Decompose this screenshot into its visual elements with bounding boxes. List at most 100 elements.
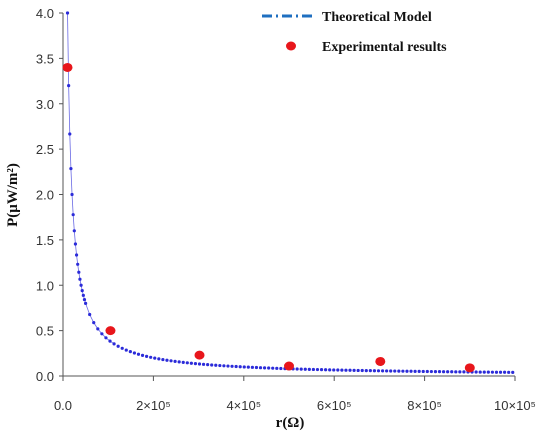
theoretical-point	[344, 368, 348, 372]
theoretical-point	[405, 369, 409, 373]
theoretical-point	[210, 363, 214, 367]
theoretical-point	[401, 369, 405, 373]
x-tick-label: 10×10⁵	[494, 398, 536, 413]
theoretical-point	[136, 352, 141, 356]
theoretical-point	[214, 363, 218, 367]
theoretical-point	[120, 346, 124, 350]
theoretical-point	[124, 348, 128, 352]
theoretical-point	[65, 11, 70, 15]
theoretical-point	[494, 370, 499, 374]
theoretical-point	[165, 358, 169, 362]
theoretical-point	[429, 369, 433, 374]
theoretical-point	[462, 370, 466, 374]
theoretical-point	[69, 166, 73, 171]
theoretical-point	[218, 363, 222, 368]
legend-theoretical-label: Theoretical Model	[322, 10, 432, 25]
theoretical-point	[128, 350, 132, 354]
legend-experimental-marker	[286, 41, 296, 51]
theoretical-point	[73, 242, 78, 246]
experimental-point	[284, 361, 294, 371]
theoretical-point	[267, 366, 271, 370]
theoretical-point	[140, 353, 145, 357]
theoretical-point	[197, 362, 202, 366]
x-axis-title: r(Ω)	[276, 415, 305, 431]
theoretical-point	[482, 370, 486, 374]
theoretical-point	[254, 365, 259, 370]
theoretical-point	[364, 368, 368, 373]
theoretical-point	[177, 360, 181, 364]
theoretical-point	[169, 359, 173, 363]
legend-experimental-label: Experimental results	[322, 40, 447, 55]
theoretical-point	[185, 361, 189, 365]
theoretical-point	[299, 367, 303, 371]
x-tick-label: 0.0	[54, 398, 72, 413]
theoretical-point	[153, 356, 157, 360]
theoretical-point	[437, 370, 442, 374]
theoretical-point	[193, 362, 198, 366]
theoretical-point	[279, 366, 283, 371]
theoretical-point	[262, 366, 267, 370]
theoretical-point	[315, 367, 320, 372]
theoretical-point	[77, 270, 81, 274]
theoretical-point	[421, 369, 425, 374]
theoretical-point	[112, 342, 116, 346]
theoretical-point	[80, 288, 84, 293]
theoretical-point	[385, 369, 389, 373]
theoretical-point	[67, 84, 71, 88]
y-tick-label: 0.0	[36, 369, 54, 384]
theoretical-point	[234, 364, 238, 369]
theoretical-point	[157, 357, 161, 361]
theoretical-point	[201, 362, 206, 366]
theoretical-point	[303, 367, 307, 371]
x-tick-label: 8×10⁵	[407, 398, 442, 413]
theoretical-point	[72, 229, 76, 233]
y-tick-label: 3.5	[36, 51, 54, 66]
theoretical-point	[189, 361, 193, 365]
theoretical-point	[409, 369, 413, 373]
y-tick-label: 1.0	[36, 278, 54, 293]
theoretical-point	[84, 301, 88, 305]
x-axis-ticks: 0.0 2×10⁵ 4×10⁵ 6×10⁵ 8×10⁵ 10×10⁵	[54, 376, 536, 413]
theoretical-point	[250, 365, 254, 369]
plot-area	[62, 13, 515, 377]
theoretical-point	[100, 332, 104, 336]
theoretical-point	[397, 369, 401, 373]
theoretical-series	[65, 11, 515, 374]
y-tick-label: 4.0	[36, 6, 54, 21]
theoretical-point	[356, 368, 360, 373]
y-tick-label: 0.5	[36, 324, 54, 339]
theoretical-point	[376, 369, 381, 373]
theoretical-point	[433, 369, 438, 374]
experimental-point	[464, 363, 475, 373]
theoretical-point	[352, 368, 356, 372]
x-tick-label: 2×10⁵	[136, 398, 171, 413]
theoretical-point	[81, 293, 85, 297]
experimental-point	[375, 356, 386, 366]
theoretical-point	[307, 367, 311, 371]
theoretical-point	[446, 370, 450, 374]
theoretical-point	[507, 370, 511, 374]
theoretical-point	[441, 370, 446, 374]
theoretical-point	[226, 364, 230, 368]
theoretical-point	[92, 321, 96, 325]
theoretical-point	[70, 192, 74, 197]
theoretical-point	[76, 262, 80, 266]
theoretical-point	[486, 370, 490, 374]
theoretical-point	[458, 370, 462, 374]
theoretical-point	[417, 369, 421, 373]
theoretical-point	[149, 355, 153, 359]
theoretical-point	[104, 336, 108, 340]
theoretical-point	[275, 366, 279, 370]
experimental-point	[62, 62, 73, 72]
theoretical-point	[368, 369, 372, 373]
y-axis-title: P(μW/m²)	[5, 163, 21, 227]
theoretical-point	[503, 370, 507, 374]
theoretical-point	[324, 368, 328, 372]
theoretical-point	[108, 339, 112, 343]
theoretical-point	[173, 359, 177, 363]
y-tick-label: 2.5	[36, 142, 54, 157]
theoretical-point	[96, 327, 100, 331]
y-tick-label: 2.0	[36, 188, 54, 203]
theoretical-point	[336, 368, 340, 372]
theoretical-point	[511, 370, 515, 374]
